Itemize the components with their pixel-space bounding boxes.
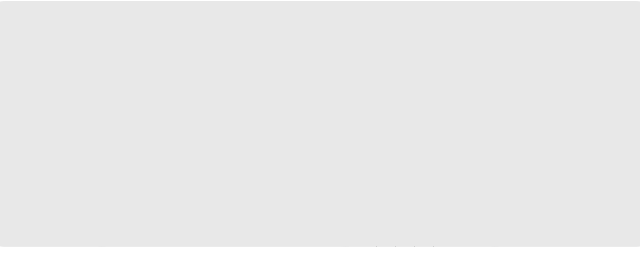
Text: $q_6$: $q_6$ [410, 237, 420, 248]
Text: $d_{s,s}$: $d_{s,s}$ [274, 3, 292, 18]
Circle shape [586, 177, 621, 239]
Text: $H(d_{S,T1})$: $H(d_{S,T1})$ [368, 117, 404, 130]
Text: $N_s$: $N_s$ [523, 142, 535, 155]
Circle shape [586, 117, 621, 179]
Text: $d_{s,T1}$: $d_{s,T1}$ [246, 152, 269, 167]
Bar [444, 146, 462, 174]
Text: $t$: $t$ [492, 98, 498, 108]
Ellipse shape [31, 112, 46, 137]
Text: 20%: 20% [415, 88, 420, 99]
Text: $t$: $t$ [339, 200, 345, 211]
Bar [439, 94, 452, 103]
Text: $t$: $t$ [339, 119, 345, 130]
Bar [396, 74, 410, 103]
Text: $N_{T2}$: $N_{T2}$ [76, 209, 90, 221]
Text: induces: induces [196, 69, 201, 94]
Bar [425, 198, 443, 233]
Text: $N_s$: $N_s$ [77, 56, 88, 69]
Bar [368, 198, 386, 233]
Text: $N_{T1}$: $N_{T1}$ [76, 135, 90, 147]
Bar [387, 124, 405, 174]
Circle shape [74, 193, 92, 238]
Bar [463, 198, 481, 233]
Text: $q_8$: $q_8$ [429, 237, 440, 248]
Bar [368, 48, 381, 103]
Ellipse shape [22, 83, 45, 118]
Text: induces: induces [136, 69, 141, 94]
Bar [453, 98, 467, 103]
Bar [468, 100, 481, 103]
Circle shape [515, 124, 543, 172]
Bar [387, 198, 405, 233]
Text: $t$: $t$ [492, 228, 498, 239]
Text: (connected): (connected) [168, 97, 227, 106]
Text: induces: induces [256, 69, 261, 94]
Bar [406, 146, 424, 174]
Text: D: D [499, 229, 509, 242]
Text: (unconnected): (unconnected) [168, 178, 240, 188]
Circle shape [74, 40, 92, 85]
Text: target
neurons: target neurons [10, 177, 46, 196]
Text: Spikes of $N_s$: Spikes of $N_s$ [109, 21, 168, 35]
Text: 20%: 20% [458, 95, 463, 106]
Text: $t$: $t$ [339, 47, 345, 58]
Text: $d_{s,T2}$: $d_{s,T2}$ [227, 233, 250, 248]
Text: $\chi^2$ test statistic
with threshold: $\chi^2$ test statistic with threshold [526, 68, 607, 95]
Text: $N_{T2}$: $N_{T2}$ [596, 202, 612, 214]
Text: Null distribution: Null distribution [355, 29, 433, 39]
Bar [425, 90, 438, 103]
Ellipse shape [45, 83, 64, 114]
Text: Spikes of $N_{T1}$: Spikes of $N_{T1}$ [109, 93, 173, 106]
Text: C: C [349, 229, 358, 242]
Text: Delays between spikes: Delays between spikes [148, 12, 300, 25]
Text: 20%: 20% [401, 83, 406, 94]
Text: $N_{T1}$: $N_{T1}$ [596, 142, 612, 155]
Text: 20%: 20% [345, 203, 361, 209]
Text: Histogram of real delays: Histogram of real delays [355, 108, 474, 118]
Text: 20%: 20% [345, 142, 361, 149]
Circle shape [515, 184, 543, 232]
Text: Model of spikes: Model of spikes [369, 12, 472, 25]
Text: $H(d_{S,T2})$: $H(d_{S,T2})$ [368, 178, 404, 190]
Circle shape [74, 118, 92, 164]
Ellipse shape [17, 81, 73, 158]
Text: B: B [106, 229, 116, 242]
Text: $q_2$: $q_2$ [372, 237, 383, 248]
Text: $P(d_{S,unconnected})$: $P(d_{S,unconnected})$ [374, 41, 437, 53]
Ellipse shape [51, 110, 68, 139]
Text: Neural
spikes: Neural spikes [31, 12, 74, 40]
Text: Connectivity
detection: Connectivity detection [525, 12, 608, 40]
Bar [382, 64, 396, 103]
Bar [406, 198, 424, 233]
Text: A: A [9, 229, 19, 242]
Text: $t$: $t$ [492, 169, 498, 180]
Text: 20%: 20% [472, 96, 477, 107]
Text: $q_4$: $q_4$ [391, 237, 402, 248]
Text: source
neuron: source neuron [10, 53, 42, 72]
Bar [411, 83, 424, 103]
Text: 20%: 20% [387, 78, 392, 89]
Bar [368, 146, 386, 174]
Text: 20%: 20% [372, 70, 378, 81]
Text: 20%: 20% [444, 93, 449, 104]
Text: Spikes of $N_{T2}$: Spikes of $N_{T2}$ [109, 174, 173, 188]
Text: $N_s$: $N_s$ [523, 202, 535, 214]
